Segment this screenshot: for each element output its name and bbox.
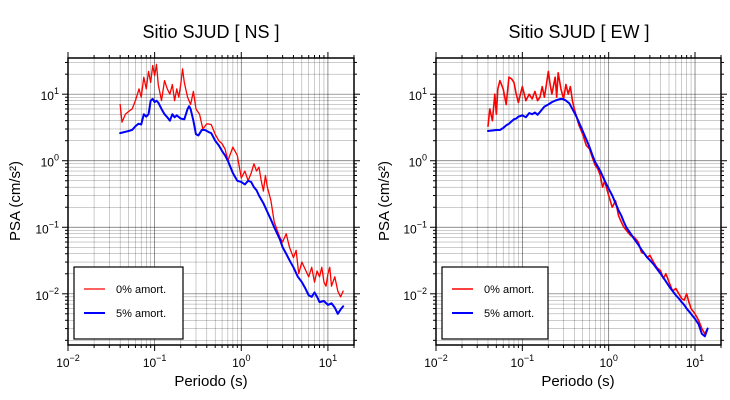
chart-ns: Sitio SJUD [ NS ] 10−2 10−1 100 101 10−210−… — [7, 22, 360, 390]
y-axis-label: PSA (cm/s²) — [376, 161, 393, 241]
legend-label-5pct: 5% amort. — [484, 308, 534, 320]
legend-label-0pct: 0% amort. — [116, 284, 166, 296]
legend: 0% amort. 5% amort. — [441, 266, 549, 340]
y-tick-labels: 10−2 10−1 100 101 — [403, 86, 427, 303]
x-tick-label: 10−1 — [511, 353, 535, 370]
y-tick-label: 100 — [409, 153, 427, 170]
x-tick-labels: 10−2 10−1 100 101 — [56, 353, 337, 370]
series-line-0pct — [119, 63, 344, 298]
y-tick-label: 10−2 — [35, 286, 59, 303]
y-tick-label: 101 — [41, 86, 59, 103]
legend-label-5pct: 5% amort. — [116, 308, 166, 320]
x-tick-label: 101 — [686, 353, 704, 370]
grid-lines — [435, 58, 722, 345]
legend-box — [73, 266, 184, 340]
plot-frame — [435, 57, 722, 346]
tick-marks — [430, 52, 727, 351]
legend-label-0pct: 0% amort. — [484, 284, 534, 296]
series-line-0pct — [487, 70, 709, 335]
y-axis-label: PSA (cm/s²) — [7, 161, 24, 241]
x-tick-label: 100 — [599, 353, 617, 370]
chart-title: Sitio SJUD [ EW ] — [508, 22, 649, 42]
chart-ew: Sitio SJUD [ EW ] 10−2 10−1 100 101 10−210−… — [376, 22, 727, 390]
plot-frame — [67, 57, 355, 346]
x-tick-label: 100 — [232, 353, 250, 370]
data-series — [119, 63, 345, 315]
series-line-5pct — [119, 97, 345, 315]
x-axis-label: Periodo (s) — [541, 373, 614, 390]
tick-marks — [62, 52, 360, 351]
x-tick-label: 10−2 — [424, 353, 448, 370]
x-tick-label: 101 — [319, 353, 337, 370]
x-axis-label: Periodo (s) — [174, 373, 247, 390]
y-tick-label: 10−2 — [403, 286, 427, 303]
series-line-5pct — [486, 97, 709, 338]
y-tick-label: 100 — [41, 153, 59, 170]
y-tick-labels: 10−2 10−1 100 101 — [35, 86, 59, 303]
legend-box — [441, 266, 549, 340]
y-tick-label: 101 — [409, 86, 427, 103]
data-series — [486, 70, 709, 338]
y-tick-label: 10−1 — [403, 219, 427, 236]
x-tick-labels: 10−2 10−1 100 101 — [424, 353, 704, 370]
x-tick-label: 10−1 — [143, 353, 167, 370]
legend: 0% amort. 5% amort. — [73, 266, 184, 340]
y-tick-label: 10−1 — [35, 219, 59, 236]
chart-title: Sitio SJUD [ NS ] — [142, 22, 279, 42]
x-tick-label: 10−2 — [56, 353, 80, 370]
